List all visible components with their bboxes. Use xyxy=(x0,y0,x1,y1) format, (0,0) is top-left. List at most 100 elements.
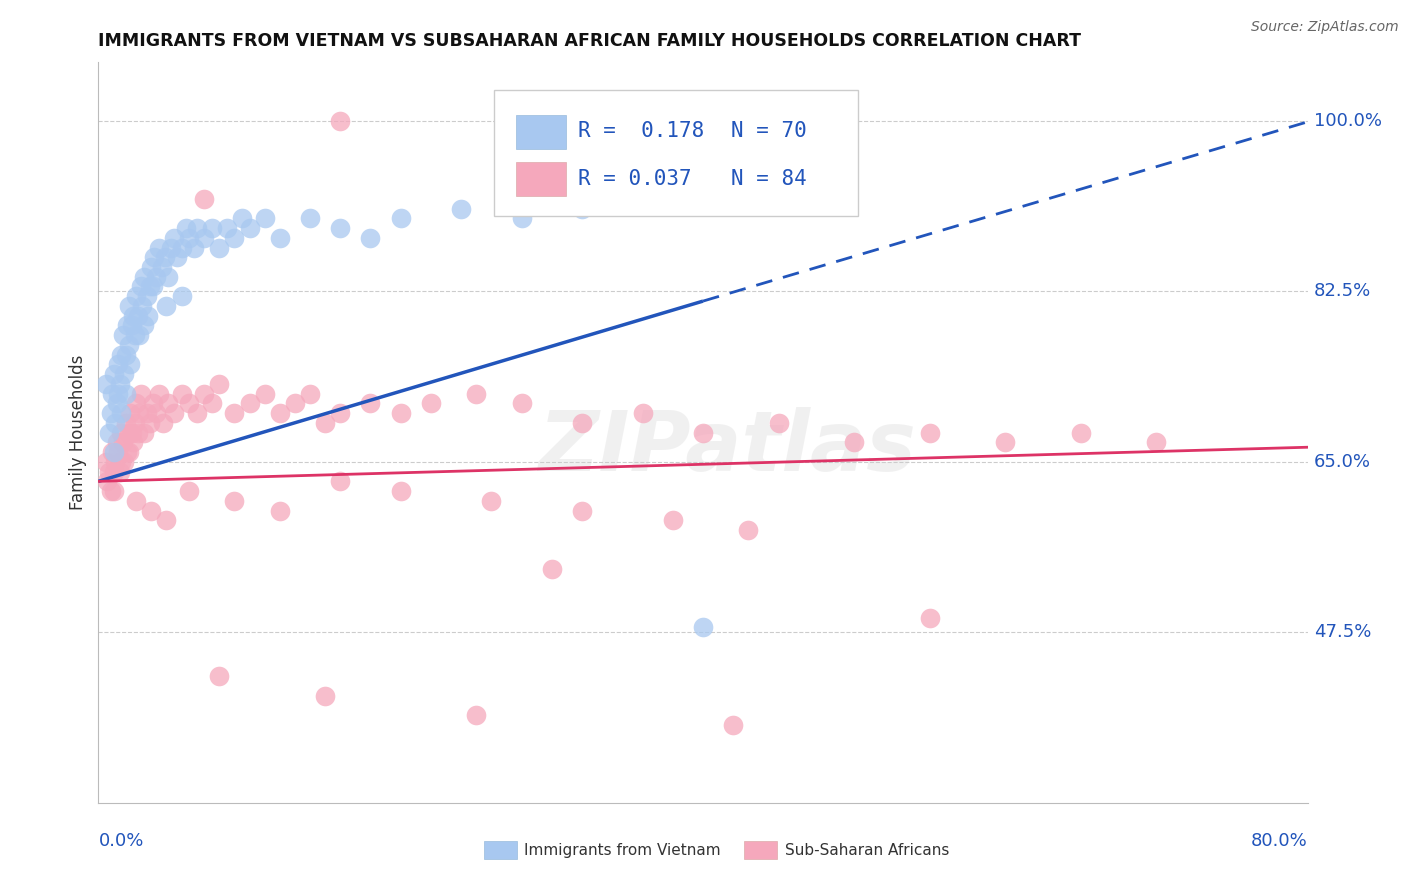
Point xyxy=(193,192,215,206)
Point xyxy=(183,240,205,255)
Point xyxy=(141,260,163,274)
Point xyxy=(145,269,167,284)
Point xyxy=(118,445,141,459)
Point xyxy=(120,358,142,372)
Text: R =  0.178: R = 0.178 xyxy=(578,121,704,141)
Point xyxy=(284,396,307,410)
Point xyxy=(118,299,141,313)
Point xyxy=(110,425,132,440)
Point xyxy=(329,114,352,128)
Point xyxy=(125,289,148,303)
Point xyxy=(215,221,238,235)
Text: IMMIGRANTS FROM VIETNAM VS SUBSAHARAN AFRICAN FAMILY HOUSEHOLDS CORRELATION CHAR: IMMIGRANTS FROM VIETNAM VS SUBSAHARAN AF… xyxy=(98,32,1081,50)
Point xyxy=(103,367,125,381)
Point xyxy=(103,445,125,459)
Point xyxy=(571,202,593,216)
Point xyxy=(121,318,143,333)
Point xyxy=(131,299,153,313)
Point xyxy=(107,358,129,372)
Point xyxy=(737,523,759,537)
Point xyxy=(143,250,166,264)
Point xyxy=(329,221,352,235)
FancyBboxPatch shape xyxy=(516,115,567,149)
Point xyxy=(115,445,138,459)
Point xyxy=(114,386,136,401)
Point xyxy=(118,425,141,440)
Point xyxy=(105,396,128,410)
Text: 0.0%: 0.0% xyxy=(98,832,143,850)
Point xyxy=(193,386,215,401)
Point xyxy=(100,484,122,499)
Point xyxy=(135,406,157,420)
Point xyxy=(107,386,129,401)
Point xyxy=(112,455,135,469)
Point xyxy=(201,396,224,410)
Text: 100.0%: 100.0% xyxy=(1313,112,1382,130)
Point xyxy=(114,416,136,430)
Point xyxy=(120,406,142,420)
Text: 47.5%: 47.5% xyxy=(1313,624,1371,641)
Point xyxy=(239,396,262,410)
Point xyxy=(692,425,714,440)
Text: ZIPatlas: ZIPatlas xyxy=(538,407,917,488)
Point xyxy=(174,221,197,235)
Point xyxy=(208,376,231,391)
Point xyxy=(510,211,533,226)
Point xyxy=(465,386,488,401)
Point xyxy=(170,386,193,401)
Point xyxy=(571,416,593,430)
Point xyxy=(389,211,412,226)
Point xyxy=(110,455,132,469)
Point xyxy=(111,435,134,450)
FancyBboxPatch shape xyxy=(494,90,858,217)
Point xyxy=(918,610,941,624)
Point xyxy=(127,425,149,440)
Point xyxy=(465,708,488,723)
Point xyxy=(768,416,790,430)
Point xyxy=(114,348,136,362)
Point xyxy=(103,484,125,499)
Point xyxy=(98,465,121,479)
Point xyxy=(132,318,155,333)
Point xyxy=(132,425,155,440)
Text: 80.0%: 80.0% xyxy=(1251,832,1308,850)
Point xyxy=(1144,435,1167,450)
Point xyxy=(124,416,146,430)
Point xyxy=(510,396,533,410)
Point xyxy=(118,338,141,352)
Point xyxy=(540,562,562,576)
Point xyxy=(160,240,183,255)
Text: Source: ZipAtlas.com: Source: ZipAtlas.com xyxy=(1251,20,1399,34)
Point xyxy=(360,396,382,410)
Point xyxy=(208,669,231,683)
Point xyxy=(299,211,322,226)
Point xyxy=(128,328,150,343)
Point xyxy=(253,386,276,401)
Text: 65.0%: 65.0% xyxy=(1313,453,1371,471)
Point xyxy=(136,309,159,323)
Point xyxy=(329,406,352,420)
Point xyxy=(129,279,152,293)
Point xyxy=(269,231,291,245)
Point xyxy=(139,416,162,430)
Point xyxy=(420,396,443,410)
Point xyxy=(208,240,231,255)
Point xyxy=(329,475,352,489)
Point xyxy=(122,435,145,450)
Point xyxy=(179,484,201,499)
Point xyxy=(152,416,174,430)
Point xyxy=(450,202,472,216)
Text: Sub-Saharan Africans: Sub-Saharan Africans xyxy=(785,843,949,858)
Y-axis label: Family Households: Family Households xyxy=(69,355,87,510)
Point xyxy=(201,221,224,235)
Point xyxy=(112,367,135,381)
Point xyxy=(186,406,208,420)
Point xyxy=(101,386,124,401)
Point xyxy=(163,231,186,245)
Point xyxy=(631,192,654,206)
Point xyxy=(101,445,124,459)
Point xyxy=(166,250,188,264)
Point xyxy=(179,396,201,410)
Point xyxy=(110,348,132,362)
Point xyxy=(115,318,138,333)
